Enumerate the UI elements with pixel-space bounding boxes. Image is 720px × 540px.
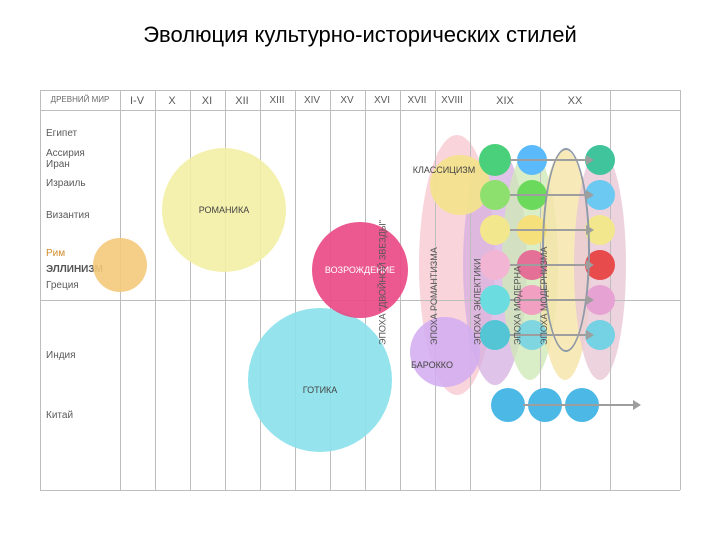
row-label: Египет [46,128,77,139]
style-circle-romanika [162,148,286,272]
page-title: Эволюция культурно-исторических стилей [0,22,720,48]
row-label: Индия [46,350,76,361]
row-label: Китай [46,410,73,421]
era-ring [542,148,590,352]
flow-arrow [510,194,588,196]
grid-col-line [190,90,191,490]
col-label: I-V [130,95,144,107]
grid-row-line [40,110,680,111]
style-circle-c4 [480,250,510,280]
row-label: Византия [46,210,90,221]
style-circle-hellenism [93,238,147,292]
col-label: XIV [304,95,320,106]
grid-col-line [680,90,681,490]
style-circle-renaissance [312,222,408,318]
style-circle-baroque [410,317,480,387]
grid-col-line [40,90,41,490]
col-label: XI [202,95,212,107]
col-label: ДРЕВНИЙ МИР [51,95,110,104]
col-label: XVI [374,95,390,106]
flow-arrow [510,159,588,161]
row-label: Израиль [46,178,86,189]
style-circle-c3 [480,215,510,245]
grid-col-line [470,90,471,490]
grid-col-line [435,90,436,490]
col-label: XX [568,95,583,107]
style-circle-c6 [480,320,510,350]
col-label: XIII [269,95,284,106]
style-circle-c5 [480,285,510,315]
flow-arrow [510,264,588,266]
grid-row-line [40,490,680,491]
diagram-stage: ДРЕВНИЙ МИР I-V X XI XII XIII XIV XV XVI XVII XVII… [40,90,680,490]
row-label: Греция [46,280,79,291]
grid-col-line [155,90,156,490]
flow-arrow [510,229,588,231]
row-label: Ассирия Иран [46,148,85,170]
col-label: XIX [496,95,514,107]
flow-arrow [523,404,635,406]
style-circle-gothic [248,308,392,452]
flow-arrow [510,334,588,336]
style-circle-c1 [479,144,511,176]
grid-col-line [260,90,261,490]
row-label: Рим [46,248,65,259]
col-label: X [168,95,175,107]
col-label: XV [340,95,353,106]
col-label: XII [235,95,248,107]
col-label: XVII [408,95,427,106]
style-circle-c2 [480,180,510,210]
style-circle-f1 [491,388,525,422]
flow-arrow [510,299,588,301]
grid-top-line [40,90,680,91]
col-label: XVIII [441,95,463,106]
